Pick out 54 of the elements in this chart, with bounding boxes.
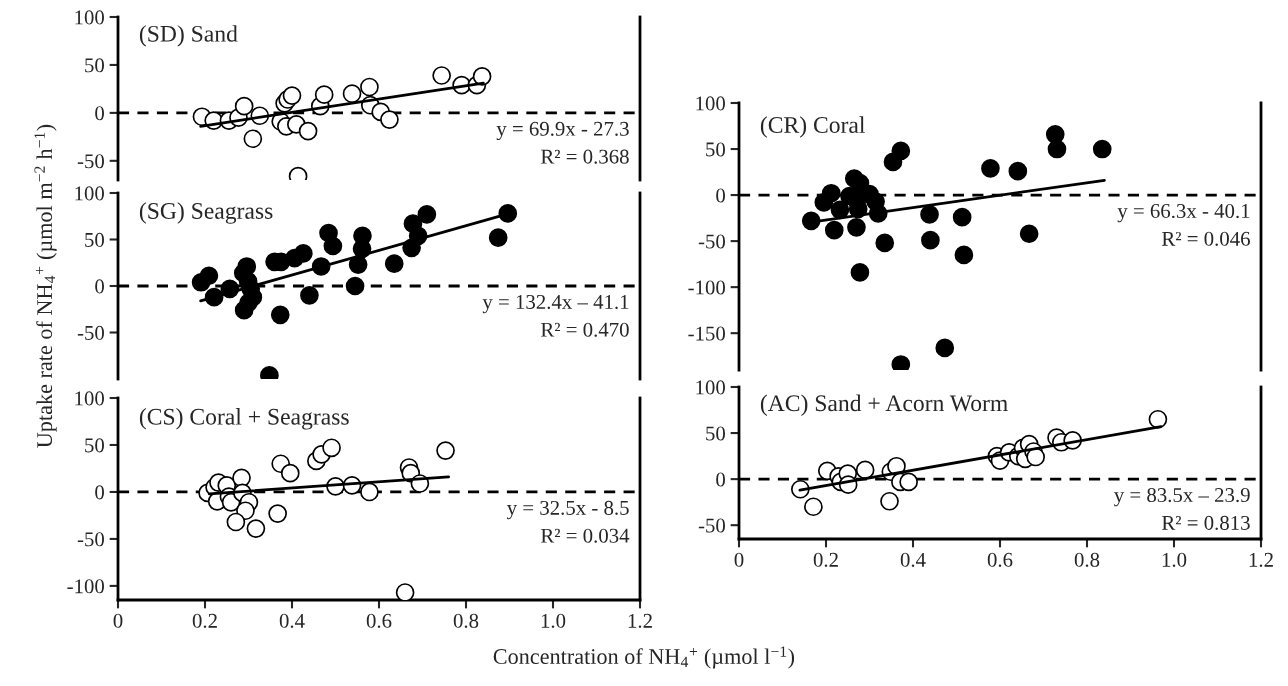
annotation: R² = 0.046	[1161, 231, 1250, 246]
y-tick-label: -50	[77, 325, 105, 340]
y-tick-label: 50	[706, 142, 726, 157]
x-tick-label: 0.8	[453, 613, 479, 628]
annotation: y = 83.5x – 23.9	[1114, 488, 1250, 507]
y-tick-label: -50	[698, 234, 726, 249]
annotation: R² = 0.034	[540, 528, 630, 543]
annotation: y = 69.9x - 27.3	[496, 121, 629, 141]
y-tick-label: 100	[75, 186, 105, 201]
y-tick-label: -150	[688, 326, 726, 341]
annotation: R² = 0.470	[540, 322, 629, 337]
x-tick-label: 0.6	[987, 552, 1013, 567]
y-tick-label: 0	[95, 485, 105, 500]
x-tick-label: 0	[734, 552, 744, 567]
x-tick-label: 1.2	[628, 613, 652, 628]
y-tick-label: 0	[95, 106, 105, 121]
x-tick-label: 0.2	[192, 613, 217, 628]
chart-title: (AC) Sand + Acorn Worm	[760, 394, 1008, 417]
x-tick-label: 0	[113, 613, 123, 628]
y-axis-title: Uptake rate of NH$_{4}$$^{+}$ (µmol m$^{−2}$ h$^{−1}$)	[34, 124, 57, 448]
annotation: y = 66.3x - 40.1	[1117, 203, 1250, 223]
annotation: y = 132.4x – 41.1	[482, 294, 629, 314]
annotation: y = 32.5x - 8.5	[506, 500, 629, 520]
y-tick-label: 50	[85, 58, 105, 73]
x-tick-label: 0.6	[366, 613, 392, 628]
chart-title: (SD) Sand	[139, 25, 238, 47]
y-tick-label: -100	[67, 579, 105, 594]
x-tick-label: 0.8	[1074, 552, 1100, 567]
x-tick-label: 1.0	[541, 613, 566, 628]
annotation: R² = 0.813	[1161, 515, 1250, 530]
y-tick-label: 0	[95, 279, 105, 294]
y-tick-label: 50	[85, 232, 105, 247]
y-tick-label: 100	[75, 391, 105, 406]
y-tick-label: 0	[716, 188, 726, 203]
y-tick-label: -50	[77, 154, 105, 169]
y-tick-label: 0	[716, 472, 726, 487]
y-tick-label: 100	[696, 96, 726, 111]
annotation: R² = 0.368	[540, 149, 629, 164]
y-tick-label: 100	[75, 10, 105, 25]
chart-title: (SG) Seagrass	[139, 202, 273, 224]
x-tick-label: 0.4	[900, 552, 926, 567]
y-tick-label: -100	[688, 280, 726, 295]
x-tick-label: 0.4	[279, 613, 305, 628]
y-tick-label: -50	[77, 532, 105, 547]
x-tick-label: 1.0	[1162, 552, 1187, 567]
chart-title: (CS) Coral + Seagrass	[139, 408, 349, 430]
x-tick-label: 0.2	[813, 552, 838, 567]
y-tick-label: 50	[85, 438, 105, 453]
text: (CR) Coral	[760, 116, 865, 138]
y-tick-label: -50	[698, 518, 726, 533]
y-tick-label: 50	[706, 426, 726, 441]
x-tick-label: 1.2	[1249, 552, 1273, 567]
x-axis-title: Concentration of NH$_{4}$$^{+}$ (µmol l$^{−1}$)	[493, 646, 795, 669]
y-tick-label: 100	[696, 380, 726, 395]
